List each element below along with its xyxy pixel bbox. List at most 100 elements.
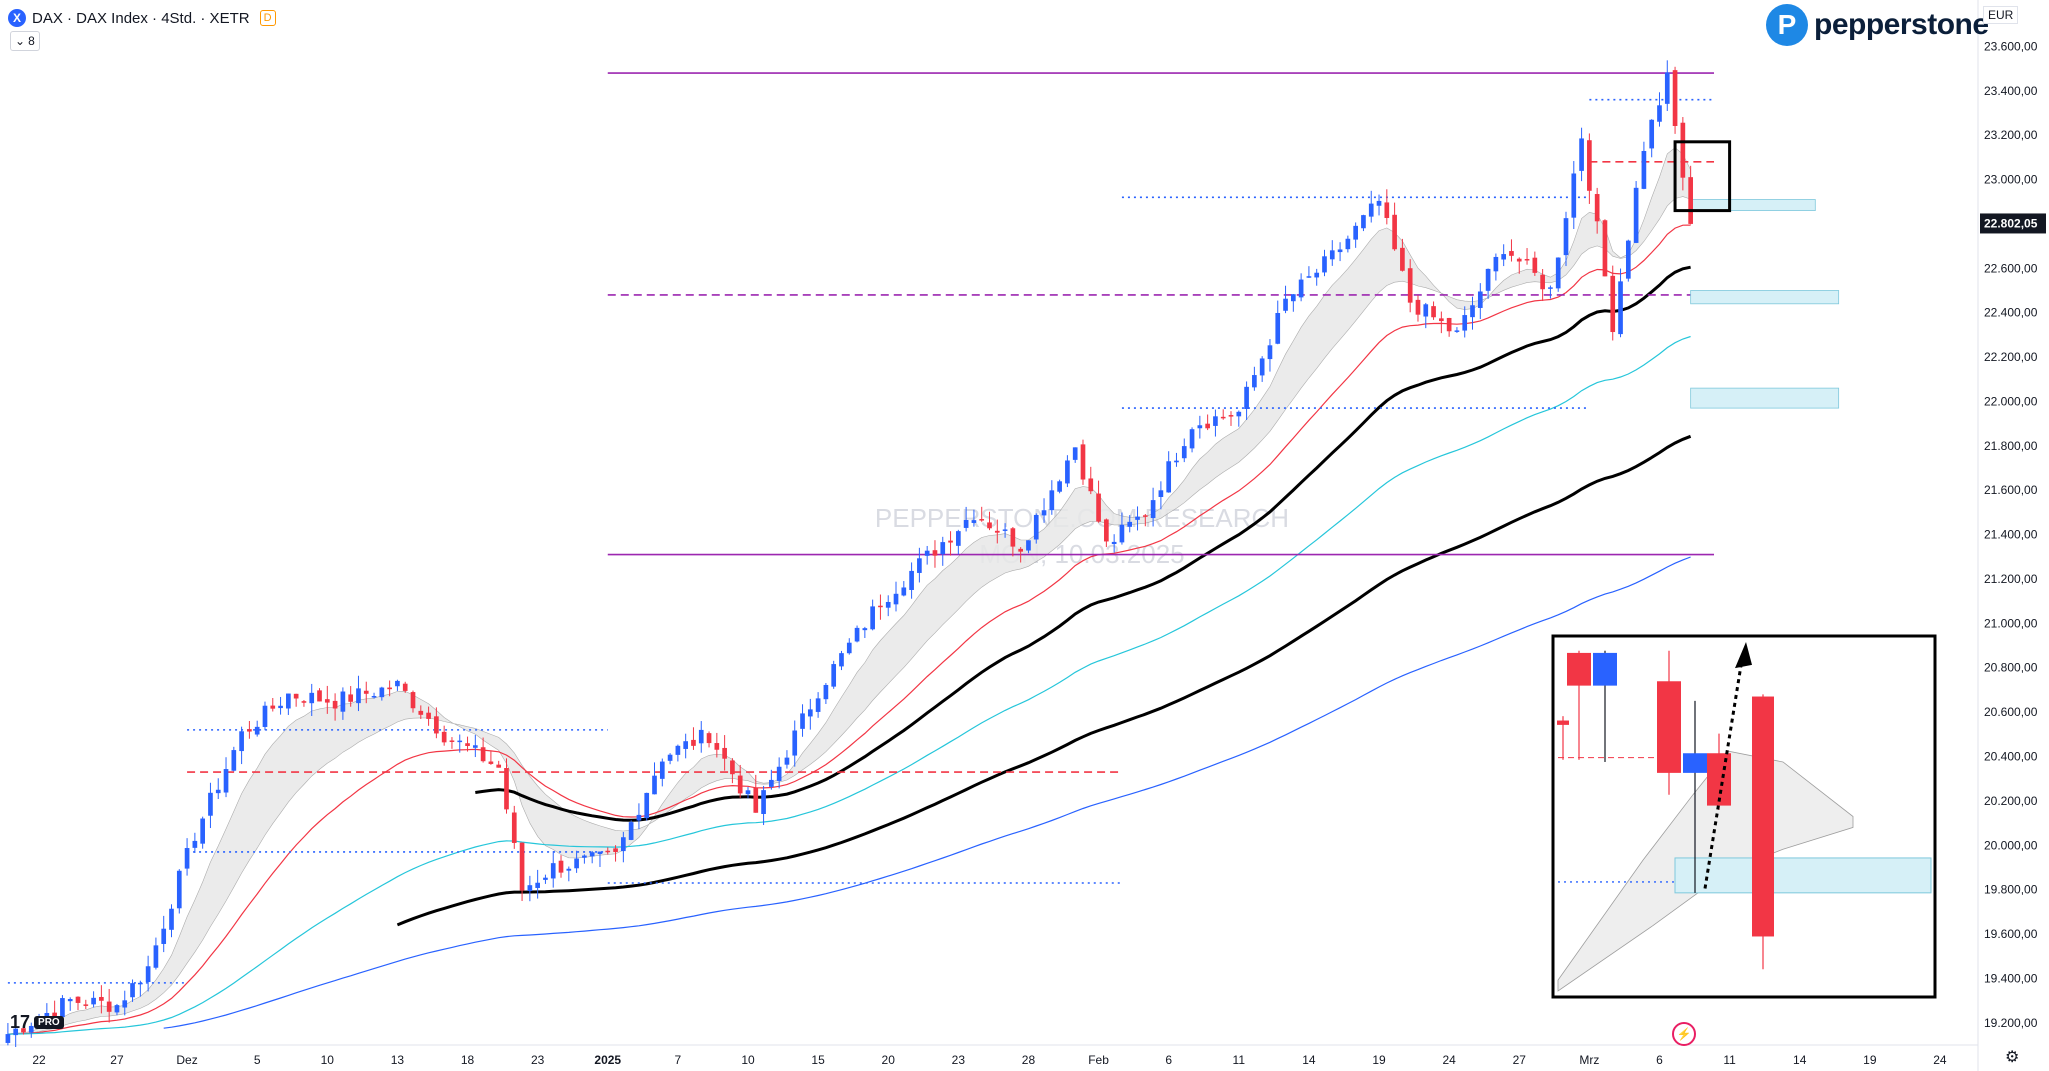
candle-body bbox=[948, 540, 953, 543]
inset-candle-body bbox=[1752, 696, 1774, 937]
candle-body bbox=[83, 1004, 89, 1006]
candle-body bbox=[885, 601, 891, 608]
candle-body bbox=[262, 705, 268, 727]
candle-body bbox=[745, 790, 751, 795]
candle-body bbox=[1252, 375, 1257, 388]
candle-body bbox=[800, 713, 805, 729]
candle-body bbox=[192, 840, 198, 848]
candle-body bbox=[441, 731, 447, 743]
lightning-icon[interactable]: ⚡ bbox=[1672, 1022, 1696, 1046]
candle-body bbox=[558, 860, 564, 873]
candle-body bbox=[1041, 510, 1047, 516]
candle-body bbox=[924, 550, 930, 556]
candle-body bbox=[636, 814, 642, 821]
y-tick-label: 20.800,00 bbox=[1984, 661, 2038, 675]
candle-body bbox=[348, 694, 354, 702]
candle-body bbox=[691, 739, 696, 746]
x-tick-label: 11 bbox=[1233, 1053, 1246, 1067]
candle-body bbox=[550, 863, 556, 879]
candle-body bbox=[1197, 425, 1203, 429]
candle-body bbox=[1407, 268, 1413, 303]
candle-body bbox=[418, 710, 424, 715]
gear-icon[interactable]: ⚙ bbox=[2005, 1049, 2020, 1066]
inset-candle-body bbox=[1683, 753, 1707, 773]
candle-body bbox=[301, 701, 307, 703]
candle-body bbox=[839, 653, 844, 667]
candle-body bbox=[659, 761, 665, 779]
candle-body bbox=[737, 775, 743, 794]
candle-body bbox=[1119, 524, 1125, 543]
candle-body bbox=[582, 855, 587, 858]
y-tick-label: 20.400,00 bbox=[1984, 750, 2038, 764]
candle-body bbox=[1306, 276, 1312, 278]
inset-candle-body bbox=[1707, 753, 1731, 806]
candle-body bbox=[254, 726, 260, 735]
y-tick-label: 22.200,00 bbox=[1984, 350, 2038, 364]
candle-body bbox=[589, 852, 595, 857]
y-tick-label: 19.200,00 bbox=[1984, 1016, 2038, 1030]
candle-body bbox=[1540, 274, 1545, 290]
y-tick-label: 22.000,00 bbox=[1984, 394, 2038, 408]
candle-body bbox=[1259, 358, 1265, 376]
y-tick-label: 20.600,00 bbox=[1984, 705, 2038, 719]
candle-body bbox=[1579, 138, 1584, 171]
indicator-toggle[interactable]: ⌄ 8 bbox=[10, 31, 40, 51]
candle-body bbox=[1275, 312, 1281, 344]
x-tick-label: Mrz bbox=[1579, 1053, 1599, 1067]
ema-red-line bbox=[7, 224, 1691, 1035]
brand-logo: P pepperstone bbox=[1766, 4, 1989, 46]
candle-body bbox=[706, 733, 712, 744]
support-zone-2 bbox=[1690, 387, 1840, 409]
candle-body bbox=[776, 766, 782, 781]
y-tick-label: 20.000,00 bbox=[1984, 838, 2038, 852]
symbol-icon[interactable]: X bbox=[8, 9, 26, 27]
candle-body bbox=[1641, 150, 1647, 189]
candle-body bbox=[574, 858, 579, 869]
candle-body bbox=[465, 743, 470, 746]
candle-body bbox=[862, 628, 868, 631]
x-tick-label: 14 bbox=[1793, 1053, 1807, 1067]
x-tick-label: 22 bbox=[32, 1053, 46, 1067]
candle-body bbox=[122, 1000, 128, 1008]
candle-body bbox=[1150, 500, 1156, 519]
candle-body bbox=[1174, 460, 1179, 463]
candle-body bbox=[511, 812, 517, 843]
candle-body bbox=[1649, 119, 1655, 149]
candle-body bbox=[644, 792, 650, 819]
data-flag-badge[interactable]: D bbox=[259, 10, 276, 26]
pro-badge: PRO bbox=[34, 1016, 64, 1029]
chevron-down-icon: ⌄ bbox=[15, 34, 26, 48]
inset-candle-body bbox=[1593, 652, 1617, 686]
candle-body bbox=[917, 558, 922, 573]
candle-body bbox=[1337, 249, 1343, 253]
candle-body bbox=[309, 692, 315, 704]
tradingview-logo[interactable]: 17 PRO bbox=[10, 1012, 64, 1033]
candle-body bbox=[1018, 548, 1023, 552]
candle-body bbox=[239, 731, 244, 752]
inset-zone bbox=[1674, 857, 1932, 894]
y-tick-label: 21.200,00 bbox=[1984, 572, 2038, 586]
symbol-title[interactable]: DAX · DAX Index · 4Std. · XETR bbox=[32, 9, 250, 27]
candle-body bbox=[956, 531, 961, 546]
y-tick-label: 19.600,00 bbox=[1984, 927, 2038, 941]
candle-body bbox=[1329, 250, 1335, 260]
x-tick-label: 2025 bbox=[594, 1053, 621, 1067]
candle-body bbox=[1423, 304, 1429, 317]
candle-body bbox=[1509, 251, 1514, 256]
candle-body bbox=[1104, 519, 1109, 542]
candle-body bbox=[807, 709, 813, 717]
x-tick-label: 13 bbox=[391, 1053, 405, 1067]
candle-body bbox=[1376, 200, 1382, 206]
candle-body bbox=[628, 822, 634, 840]
x-tick-label: 28 bbox=[1022, 1053, 1036, 1067]
candle-body bbox=[1057, 481, 1062, 492]
x-tick-label: 24 bbox=[1933, 1053, 1947, 1067]
candle-body bbox=[698, 729, 704, 744]
candle-body bbox=[1618, 281, 1623, 335]
y-tick-label: 22.600,00 bbox=[1984, 261, 2038, 275]
candle-body bbox=[1680, 122, 1686, 178]
candle-body bbox=[1088, 478, 1094, 492]
candle-body bbox=[1002, 529, 1008, 531]
currency-label[interactable]: EUR bbox=[1983, 6, 2019, 24]
